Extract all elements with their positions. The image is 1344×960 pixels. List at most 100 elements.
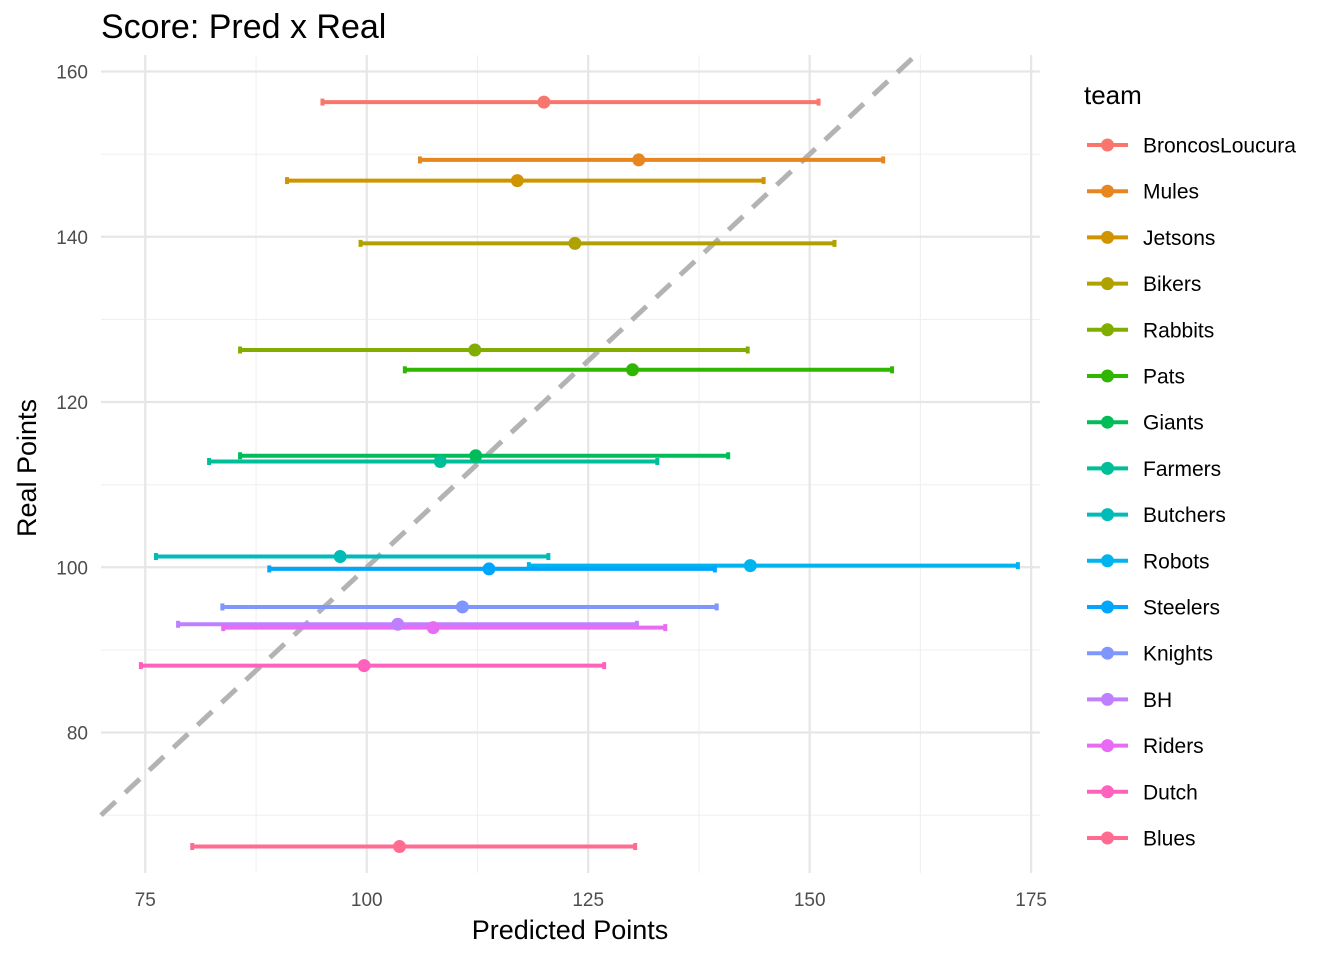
legend-label: Bikers	[1143, 273, 1201, 296]
legend-label: Blues	[1143, 828, 1196, 851]
point-broncosloucura	[537, 95, 551, 109]
y-tick-label: 100	[56, 558, 88, 579]
legend-item-jetsons: Jetsons	[1087, 227, 1215, 250]
errorbar-farmers	[207, 458, 660, 466]
point-bh	[391, 617, 405, 631]
errorbar-mules	[417, 156, 886, 164]
point-steelers	[482, 562, 496, 576]
legend-item-giants: Giants	[1087, 412, 1204, 435]
legend-item-broncosloucura: BroncosLoucura	[1087, 135, 1296, 158]
errorbar-riders	[221, 624, 668, 632]
legend-label: BH	[1143, 689, 1172, 712]
point-robots	[743, 559, 757, 573]
legend-items: BroncosLoucura Mules Jetsons Bikers Rabbits P…	[1087, 135, 1296, 851]
legend-key-point	[1101, 739, 1114, 753]
legend-item-pats: Pats	[1087, 366, 1185, 389]
point-riders	[426, 621, 440, 635]
legend-label: Mules	[1143, 181, 1199, 204]
legend-title: team	[1084, 80, 1142, 110]
legend-key-point	[1101, 508, 1114, 522]
legend-label: Butchers	[1143, 504, 1226, 527]
reference-line	[99, 53, 918, 817]
legend-key-point	[1101, 138, 1114, 152]
y-tick-label: 160	[56, 63, 88, 84]
point-knights	[455, 600, 469, 614]
legend-key-point	[1101, 184, 1114, 198]
legend-label: BroncosLoucura	[1143, 135, 1296, 158]
legend-item-butchers: Butchers	[1087, 504, 1226, 527]
legend-key-point	[1101, 277, 1114, 291]
errorbar-giants	[238, 452, 731, 460]
errorbar-knights	[220, 603, 719, 611]
x-tick-label: 75	[135, 890, 156, 911]
legend-item-knights: Knights	[1087, 643, 1213, 666]
point-giants	[469, 449, 483, 463]
legend-item-farmers: Farmers	[1087, 458, 1221, 481]
point-pats	[626, 363, 640, 377]
chart-title: Score: Pred x Real	[101, 8, 386, 46]
legend-item-robots: Robots	[1087, 550, 1210, 573]
legend-key-point	[1101, 461, 1114, 475]
x-tick-label: 125	[572, 890, 604, 911]
errorbar-jetsons	[285, 177, 766, 185]
errorbar-pats	[402, 366, 895, 374]
errorbar-dutch	[138, 662, 607, 670]
legend-item-blues: Blues	[1087, 828, 1196, 851]
y-axis-ticks: 80 100 120 140 160	[56, 63, 88, 745]
legend-key-point	[1101, 230, 1114, 244]
legend-item-dutch: Dutch	[1087, 781, 1198, 804]
legend-key-point	[1101, 554, 1114, 568]
error-bars	[138, 98, 1020, 851]
point-blues	[393, 840, 407, 854]
y-tick-label: 120	[56, 393, 88, 414]
legend-key-point	[1101, 646, 1114, 660]
legend-label: Riders	[1143, 735, 1204, 758]
legend-item-rabbits: Rabbits	[1087, 319, 1214, 342]
point-jetsons	[510, 174, 524, 188]
y-tick-label: 80	[67, 724, 88, 745]
point-dutch	[357, 659, 371, 673]
errorbar-rabbits	[238, 346, 750, 354]
legend-label: Knights	[1143, 643, 1213, 666]
point-butchers	[333, 550, 347, 564]
x-axis-title: Predicted Points	[472, 915, 669, 945]
legend-key-point	[1101, 692, 1114, 706]
point-farmers	[433, 455, 447, 469]
legend-label: Dutch	[1143, 781, 1198, 804]
legend-key-point	[1101, 323, 1114, 337]
legend-label: Farmers	[1143, 458, 1221, 481]
legend-item-bikers: Bikers	[1087, 273, 1201, 296]
legend-label: Rabbits	[1143, 319, 1214, 342]
reference-line-group	[99, 53, 918, 817]
y-axis-title: Real Points	[12, 399, 42, 537]
x-tick-label: 150	[794, 890, 826, 911]
point-rabbits	[468, 343, 482, 357]
data-points	[333, 95, 757, 854]
legend-key-point	[1101, 600, 1114, 614]
legend-label: Steelers	[1143, 597, 1220, 620]
x-axis-ticks: 75 100 125 150 175	[135, 890, 1047, 911]
errorbar-blues	[190, 843, 638, 851]
point-bikers	[568, 236, 582, 250]
legend-label: Pats	[1143, 366, 1185, 389]
errorbar-butchers	[153, 553, 551, 561]
legend-label: Giants	[1143, 412, 1204, 435]
x-tick-label: 175	[1015, 890, 1047, 911]
legend-item-mules: Mules	[1087, 181, 1199, 204]
legend-item-riders: Riders	[1087, 735, 1204, 758]
legend-key-point	[1101, 369, 1114, 383]
legend-label: Jetsons	[1143, 227, 1215, 250]
legend-item-bh: BH	[1087, 689, 1172, 712]
x-tick-label: 100	[351, 890, 383, 911]
errorbar-bikers	[358, 239, 837, 247]
legend-key-point	[1101, 415, 1114, 429]
legend-item-steelers: Steelers	[1087, 597, 1220, 620]
legend-key-point	[1101, 785, 1114, 799]
y-tick-label: 140	[56, 228, 88, 249]
point-mules	[632, 153, 646, 167]
grid	[101, 55, 1040, 873]
errorbar-broncosloucura	[320, 98, 821, 106]
legend: team BroncosLoucura Mules Jetsons Bikers Rab…	[1084, 80, 1296, 851]
legend-key-point	[1101, 831, 1114, 845]
